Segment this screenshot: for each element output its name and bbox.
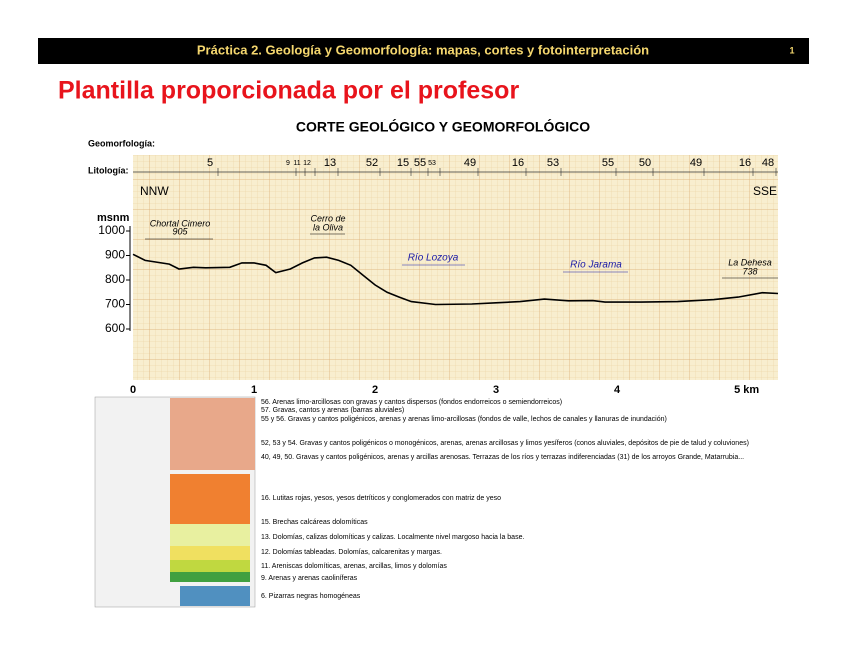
y-tick-label: 900: [105, 248, 125, 262]
lithology-unit: 16: [739, 157, 751, 169]
litologia-label: Litología:: [88, 165, 129, 175]
lithology-unit: 55: [602, 157, 614, 169]
lithology-unit: 52: [366, 157, 378, 169]
legend-item: 57. Gravas, cantos y arenas (barras aluv…: [261, 407, 404, 414]
column-unit: [170, 560, 250, 572]
column-unit: [170, 572, 250, 582]
column-unit: [170, 524, 250, 546]
legend-item: 6. Pizarras negras homogéneas: [261, 593, 361, 600]
annotation: Río Lozoya: [408, 253, 459, 264]
x-tick-label: 4: [614, 384, 621, 396]
annotation: La Dehesa: [728, 257, 772, 267]
annotations: Chortal Cimero 905 Cerro de la Oliva Río…: [145, 213, 778, 279]
x-tick-label: 0: [130, 384, 136, 396]
right-direction: SSE: [753, 184, 777, 198]
annotation: 905: [172, 226, 188, 236]
y-axis-label: msnm: [97, 212, 130, 224]
header-title: Práctica 2. Geología y Geomorfología: ma…: [197, 42, 649, 57]
legend-item: 56. Arenas limo-arcillosas con gravas y …: [261, 399, 562, 406]
legend-item: 15. Brechas calcáreas dolomíticas: [261, 519, 368, 526]
annotation: Cerro de: [310, 213, 345, 223]
lithology-unit: 13: [324, 157, 336, 169]
annotation: Chortal Cimero: [150, 218, 211, 228]
legend-item: 52, 53 y 54. Gravas y cantos poligénicos…: [261, 440, 749, 447]
lithology-unit: 9: [286, 160, 290, 167]
annotation: Río Jarama: [570, 260, 622, 271]
grid-paper-lines: [133, 155, 778, 380]
left-direction: NNW: [140, 184, 169, 198]
x-tick-label: 3: [493, 384, 499, 396]
x-tick-label: 2: [372, 384, 378, 396]
lithology-row: 5 9 11 12 13 52 15 55 53 49 16 53 55 50 49 16 48: [207, 157, 777, 176]
header-bar: [38, 38, 809, 64]
y-tick-label: 800: [105, 272, 125, 286]
column-unit: [170, 474, 250, 524]
lithology-unit: 48: [762, 157, 774, 169]
annotation: la Oliva: [313, 222, 343, 232]
lithology-unit: 49: [690, 157, 702, 169]
lithology-unit: 12: [303, 160, 311, 167]
legend-item: 55 y 56. Gravas y cantos poligénicos, ar…: [261, 416, 667, 423]
lithology-unit: 53: [547, 157, 559, 169]
legend-item: 13. Dolomías, calizas dolomíticas y cali…: [261, 534, 524, 541]
y-tick-label: 1000: [98, 223, 125, 237]
lithology-unit: 49: [464, 157, 476, 169]
column-unit: [170, 398, 255, 470]
lithology-unit: 15: [397, 157, 409, 169]
y-tick-label: 600: [105, 321, 125, 335]
axes: 600 700 800 900 1000 0 1 2 3 4 5 km: [98, 223, 759, 396]
column-unit: [180, 586, 250, 606]
lithology-unit: 11: [293, 160, 300, 167]
legend-item: 12. Dolomías tableadas. Dolomías, calcar…: [261, 549, 442, 556]
legend-item: 9. Arenas y arenas caoliníferas: [261, 575, 358, 582]
stratigraphic-column: [94, 396, 256, 608]
legend-item: 40, 49, 50. Gravas y cantos poligénicos,…: [261, 454, 744, 461]
geomorfologia-label: Geomorfología:: [88, 138, 155, 148]
y-tick-label: 700: [105, 297, 125, 311]
lithology-unit: 53: [428, 160, 436, 167]
legend: 56. Arenas limo-arcillosas con gravas y …: [261, 399, 749, 600]
legend-item: 16. Lutitas rojas, yesos, yesos detrític…: [261, 495, 501, 502]
x-tick-label: 1: [251, 384, 257, 396]
lithology-unit: 16: [512, 157, 524, 169]
annotation: 738: [742, 266, 757, 276]
lithology-unit: 50: [639, 157, 651, 169]
slide-title: Plantilla proporcionada por el profesor: [58, 77, 519, 105]
legend-item: 11. Areniscas dolomíticas, arenas, arcil…: [261, 563, 447, 570]
elevation-profile: [132, 253, 779, 306]
page-number: 1: [789, 45, 794, 55]
column-unit: [170, 546, 250, 560]
lithology-unit: 5: [207, 157, 213, 169]
x-tick-label: 5 km: [734, 384, 759, 396]
lithology-unit: 55: [414, 157, 426, 169]
section-title: CORTE GEOLÓGICO Y GEOMORFOLÓGICO: [296, 118, 590, 135]
